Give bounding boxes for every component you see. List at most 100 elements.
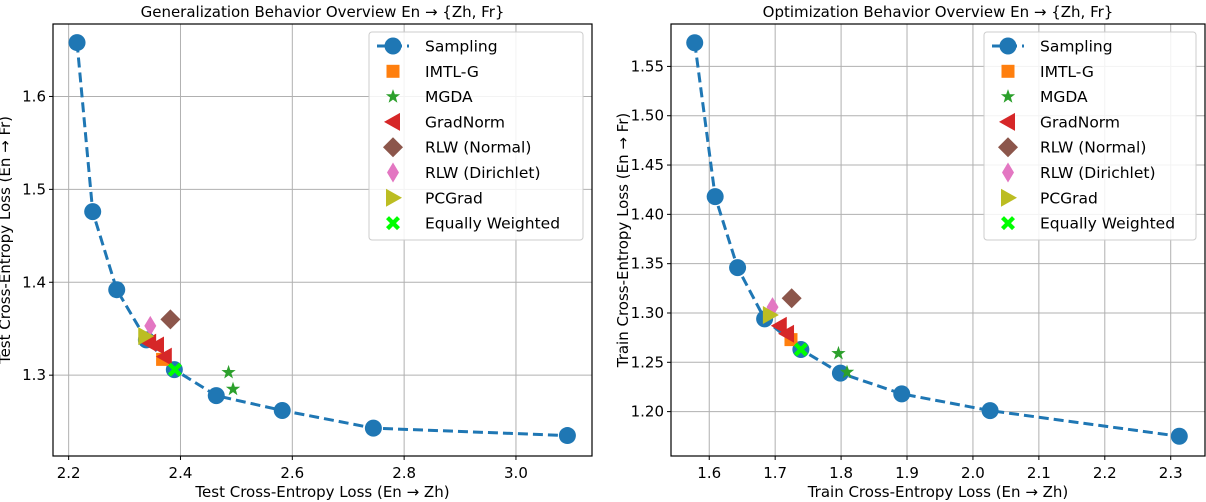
y-tick-label: 1.35 bbox=[631, 255, 664, 273]
legend-marker bbox=[998, 137, 1018, 158]
legend-marker bbox=[386, 216, 400, 231]
legend-marker bbox=[385, 89, 401, 103]
series-rlw-dirichlet- bbox=[144, 315, 157, 336]
legend-item: PCGrad bbox=[386, 188, 483, 207]
legend-item: RLW (Dirichlet) bbox=[387, 162, 541, 183]
x-tick-label: 2.1 bbox=[1027, 464, 1051, 482]
legend-item: RLW (Dirichlet) bbox=[1002, 162, 1156, 183]
legend-item: MGDA bbox=[385, 88, 473, 106]
chart-1: 2.2 2.4 2.6 2.8 3.0 1.3 1.4 1.5 1.6 Generalizatio… bbox=[0, 3, 593, 501]
x-axis-label: Test Cross-Entropy Loss (En → Zh) bbox=[194, 483, 449, 501]
legend-marker bbox=[999, 37, 1017, 55]
series-rlw-normal- bbox=[160, 309, 181, 330]
y-tick-label: 1.4 bbox=[22, 273, 46, 291]
legend-marker bbox=[999, 112, 1015, 131]
legend-marker bbox=[387, 162, 399, 183]
chart-title: Generalization Behavior Overview En → {Z… bbox=[141, 3, 505, 21]
plot-area bbox=[68, 34, 576, 445]
y-tick-label: 1.25 bbox=[631, 353, 664, 371]
data-point bbox=[84, 203, 102, 221]
data-point bbox=[762, 305, 779, 324]
legend-item: IMTL-G bbox=[386, 63, 479, 81]
series-gradnorm bbox=[140, 333, 172, 366]
legend-label: IMTL-G bbox=[1040, 63, 1094, 81]
legend-item: Sampling bbox=[992, 37, 1113, 56]
data-point bbox=[831, 345, 846, 360]
data-point bbox=[68, 34, 86, 52]
legend-marker bbox=[1001, 188, 1017, 207]
series-equally-weighted bbox=[793, 342, 808, 357]
data-point bbox=[147, 336, 164, 355]
x-tick-label: 2.2 bbox=[57, 464, 81, 482]
legend-label: Equally Weighted bbox=[425, 215, 560, 233]
y-tick-label: 1.55 bbox=[631, 57, 664, 75]
x-tick-label: 2.2 bbox=[1093, 464, 1117, 482]
data-point bbox=[364, 419, 382, 437]
series-mgda bbox=[831, 345, 855, 379]
data-point bbox=[831, 364, 849, 382]
x-tick-label: 3.0 bbox=[504, 464, 528, 482]
chart-title: Optimization Behavior Overview En → {Zh,… bbox=[763, 3, 1114, 21]
data-point bbox=[781, 288, 802, 309]
y-tick-label: 1.50 bbox=[631, 107, 664, 125]
legend-label: PCGrad bbox=[425, 189, 483, 207]
series-rlw-normal- bbox=[781, 288, 802, 309]
legend-item: IMTL-G bbox=[1001, 63, 1094, 81]
legend-label: RLW (Dirichlet) bbox=[1040, 164, 1156, 182]
data-point bbox=[778, 324, 795, 343]
legend-item: Sampling bbox=[377, 37, 498, 56]
legend-label: RLW (Normal) bbox=[1040, 139, 1146, 157]
data-point bbox=[770, 316, 787, 335]
data-point bbox=[167, 362, 182, 377]
legend-marker bbox=[386, 64, 400, 78]
y-tick-label: 1.40 bbox=[631, 205, 664, 223]
y-tick-label: 1.3 bbox=[22, 366, 46, 384]
data-point bbox=[108, 281, 126, 299]
legend-label: MGDA bbox=[1040, 88, 1088, 106]
legend-label: IMTL-G bbox=[425, 63, 479, 81]
y-tick-label: 1.20 bbox=[631, 403, 664, 421]
data-point bbox=[981, 402, 999, 420]
x-tick-label: 2.8 bbox=[392, 464, 416, 482]
legend-marker bbox=[1002, 162, 1014, 183]
legend-marker bbox=[384, 112, 400, 131]
data-point bbox=[138, 327, 155, 346]
legend-label: Sampling bbox=[1040, 38, 1113, 56]
chart-2: 1.6 1.7 1.8 1.9 2.0 2.1 2.2 2.3 1.20 1.25 1.30 1.35… bbox=[614, 3, 1206, 501]
legend-label: GradNorm bbox=[1040, 113, 1120, 131]
y-tick-label: 1.6 bbox=[22, 87, 46, 105]
legend-label: RLW (Normal) bbox=[425, 139, 531, 157]
y-tick-label: 1.5 bbox=[22, 180, 46, 198]
series-equally-weighted bbox=[167, 362, 182, 377]
legend-item: RLW (Normal) bbox=[383, 137, 531, 158]
data-point bbox=[893, 385, 911, 403]
axes-frame bbox=[52, 23, 593, 457]
x-tick-label: 1.8 bbox=[829, 464, 853, 482]
legend: Sampling IMTL-G MGDA GradNorm RLW (Normal) RL… bbox=[983, 31, 1197, 241]
data-point bbox=[221, 364, 236, 379]
legend-label: Equally Weighted bbox=[1040, 215, 1175, 233]
series-pcgrad bbox=[762, 305, 779, 324]
data-point bbox=[160, 309, 181, 330]
data-point bbox=[839, 364, 855, 379]
data-point bbox=[144, 315, 157, 336]
x-axis-label: Train Cross-Entropy Loss (En → Zh) bbox=[807, 483, 1069, 501]
legend-marker bbox=[386, 188, 402, 207]
series-mgda bbox=[221, 364, 241, 396]
data-point bbox=[729, 259, 747, 277]
x-tick-label: 2.4 bbox=[169, 464, 193, 482]
axes-frame bbox=[670, 23, 1206, 457]
legend-item: PCGrad bbox=[1001, 188, 1098, 207]
data-point bbox=[155, 347, 172, 366]
legend-marker bbox=[1000, 89, 1016, 103]
legend-item: Equally Weighted bbox=[1001, 215, 1175, 233]
data-point bbox=[273, 401, 291, 419]
plot-area bbox=[686, 34, 1188, 445]
legend-item: Equally Weighted bbox=[386, 215, 560, 233]
legend-marker bbox=[1001, 64, 1015, 78]
y-tick-label: 1.45 bbox=[631, 156, 664, 174]
x-tick-label: 2.6 bbox=[280, 464, 304, 482]
data-point bbox=[225, 381, 241, 396]
legend-label: PCGrad bbox=[1040, 189, 1098, 207]
